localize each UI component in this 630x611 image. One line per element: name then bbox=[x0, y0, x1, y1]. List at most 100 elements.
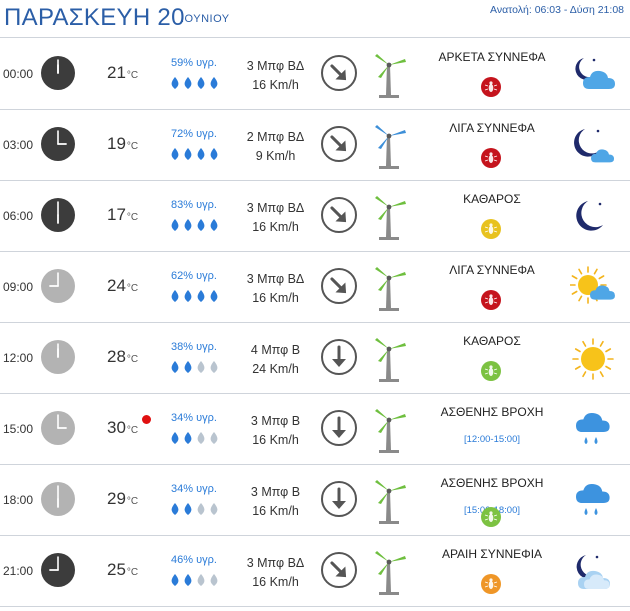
temperature: 24°C bbox=[107, 276, 138, 296]
wind-turbine-icon bbox=[369, 406, 409, 454]
rain-cloud-icon bbox=[570, 407, 616, 453]
wind-kmh: 16 Km/h bbox=[252, 220, 299, 234]
temperature-value: 29 bbox=[107, 489, 126, 508]
temperature-unit: °C bbox=[126, 354, 139, 365]
humidity-drops-icon bbox=[169, 289, 223, 303]
wind-turbine-icon bbox=[369, 193, 409, 241]
wind-beaufort: 3 Μπφ Β bbox=[250, 414, 301, 428]
clock-icon bbox=[40, 55, 76, 91]
wind-info: 2 Μπφ ΒΔ 9 Km/h bbox=[228, 128, 323, 166]
humidity-label: 34% υγρ. bbox=[171, 412, 217, 424]
insect-alert-icon bbox=[481, 148, 501, 168]
humidity-label: 34% υγρ. bbox=[171, 483, 217, 495]
forecast-header: ΠΑΡΑΣΚΕΥΗ 20 ΙΟΥΝΙΟΥ Ανατολή: 06:03 - Δύ… bbox=[0, 0, 630, 38]
night-sparse-cloud-icon bbox=[570, 549, 616, 595]
insect-alert-icon bbox=[481, 77, 501, 97]
month-label: ΙΟΥΝΙΟΥ bbox=[181, 13, 230, 25]
time-label: 00:00 bbox=[3, 67, 34, 81]
weather-condition: ΑΡΑΙΗ ΣΥΝΝΕΦΙΑ bbox=[441, 547, 543, 561]
temperature: 29°C bbox=[107, 489, 138, 509]
time-label: 03:00 bbox=[3, 138, 34, 152]
time-range: [12:00-15:00] bbox=[464, 434, 520, 445]
wind-info: 3 Μπφ Β 16 Km/h bbox=[228, 412, 323, 450]
temperature-unit: °C bbox=[126, 141, 139, 152]
clock-icon bbox=[40, 339, 76, 375]
wind-turbine-icon bbox=[369, 122, 409, 170]
wind-kmh: 9 Km/h bbox=[255, 149, 296, 163]
forecast-row: 00:00 21°C 59% υγρ. 3 Μπφ ΒΔ 16 Km/h ΑΡΚΕΤΑ… bbox=[0, 39, 630, 110]
rain-cloud-icon bbox=[570, 478, 616, 524]
temperature-unit: °C bbox=[126, 70, 139, 81]
wind-kmh: 24 Km/h bbox=[252, 362, 299, 376]
humidity-drops-icon bbox=[169, 431, 223, 445]
wind-turbine-icon bbox=[369, 335, 409, 383]
temperature: 25°C bbox=[107, 560, 138, 580]
weather-condition: ΛΙΓΑ ΣΥΝΝΕΦΑ bbox=[449, 121, 535, 135]
temperature-value: 17 bbox=[107, 205, 126, 224]
temperature: 30°C bbox=[107, 418, 138, 438]
temperature-unit: °C bbox=[126, 283, 139, 294]
insect-alert-icon bbox=[481, 361, 501, 381]
wind-direction-arrow-icon bbox=[320, 54, 358, 92]
wind-kmh: 16 Km/h bbox=[252, 433, 299, 447]
humidity-drops-icon bbox=[169, 360, 223, 374]
humidity-label: 46% υγρ. bbox=[171, 554, 217, 566]
wind-beaufort: 3 Μπφ Β bbox=[250, 485, 301, 499]
temperature-value: 19 bbox=[107, 134, 126, 153]
wind-info: 3 Μπφ ΒΔ 16 Km/h bbox=[228, 57, 323, 95]
insect-alert-icon bbox=[481, 507, 501, 527]
wind-direction-arrow-icon bbox=[320, 480, 358, 518]
clock-icon bbox=[40, 481, 76, 517]
forecast-row: 21:00 25°C 46% υγρ. 3 Μπφ ΒΔ 16 Km/h ΑΡΑΙΗ … bbox=[0, 536, 630, 607]
wind-direction-arrow-icon bbox=[320, 409, 358, 447]
wind-info: 3 Μπφ ΒΔ 16 Km/h bbox=[228, 554, 323, 592]
wind-kmh: 16 Km/h bbox=[252, 504, 299, 518]
humidity-drops-icon bbox=[169, 76, 223, 90]
humidity-label: 62% υγρ. bbox=[171, 270, 217, 282]
wind-direction-arrow-icon bbox=[320, 196, 358, 234]
weather-condition: ΑΣΘΕΝΗΣ ΒΡΟΧΗ bbox=[440, 476, 544, 490]
wind-info: 3 Μπφ ΒΔ 16 Km/h bbox=[228, 270, 323, 308]
night-partly-cloudy-icon bbox=[570, 123, 616, 169]
humidity-label: 59% υγρ. bbox=[171, 57, 217, 69]
humidity-drops-icon bbox=[169, 502, 223, 516]
wind-turbine-icon bbox=[369, 477, 409, 525]
moon-icon bbox=[570, 194, 616, 240]
clock-icon bbox=[40, 197, 76, 233]
wind-direction-arrow-icon bbox=[320, 551, 358, 589]
insect-alert-icon bbox=[481, 290, 501, 310]
weather-condition: ΑΣΘΕΝΗΣ ΒΡΟΧΗ bbox=[440, 405, 544, 419]
temperature-unit: °C bbox=[126, 212, 139, 223]
humidity-drops-icon bbox=[169, 147, 223, 161]
humidity-label: 72% υγρ. bbox=[171, 128, 217, 140]
time-label: 15:00 bbox=[3, 422, 34, 436]
temperature-value: 28 bbox=[107, 347, 126, 366]
wind-kmh: 16 Km/h bbox=[252, 78, 299, 92]
wind-beaufort: 2 Μπφ ΒΔ bbox=[246, 130, 305, 144]
forecast-row: 12:00 28°C 38% υγρ. 4 Μπφ Β 24 Km/h ΚΑΘΑΡΟΣ bbox=[0, 323, 630, 394]
wind-beaufort: 4 Μπφ Β bbox=[250, 343, 301, 357]
temperature-value: 25 bbox=[107, 560, 126, 579]
temperature: 19°C bbox=[107, 134, 138, 154]
day-title: ΠΑΡΑΣΚΕΥΗ 20 bbox=[4, 4, 185, 31]
night-cloudy-icon bbox=[570, 52, 616, 98]
wind-turbine-icon bbox=[369, 548, 409, 596]
time-label: 18:00 bbox=[3, 493, 34, 507]
weather-condition: ΚΑΘΑΡΟΣ bbox=[463, 192, 521, 206]
weather-condition: ΛΙΓΑ ΣΥΝΝΕΦΑ bbox=[449, 263, 535, 277]
wind-info: 3 Μπφ ΒΔ 16 Km/h bbox=[228, 199, 323, 237]
time-label: 09:00 bbox=[3, 280, 34, 294]
wind-beaufort: 3 Μπφ ΒΔ bbox=[246, 59, 305, 73]
wind-info: 3 Μπφ Β 16 Km/h bbox=[228, 483, 323, 521]
clock-icon bbox=[40, 126, 76, 162]
sun-icon bbox=[570, 336, 616, 382]
temperature: 21°C bbox=[107, 63, 138, 83]
wind-beaufort: 3 Μπφ ΒΔ bbox=[246, 272, 305, 286]
temperature: 28°C bbox=[107, 347, 138, 367]
wind-direction-arrow-icon bbox=[320, 267, 358, 305]
wind-direction-arrow-icon bbox=[320, 338, 358, 376]
insect-alert-icon bbox=[481, 574, 501, 594]
wind-beaufort: 3 Μπφ ΒΔ bbox=[246, 201, 305, 215]
time-label: 21:00 bbox=[3, 564, 34, 578]
forecast-row: 15:00 30°C 34% υγρ. 3 Μπφ Β 16 Km/h ΑΣΘΕΝΗΣ… bbox=[0, 394, 630, 465]
